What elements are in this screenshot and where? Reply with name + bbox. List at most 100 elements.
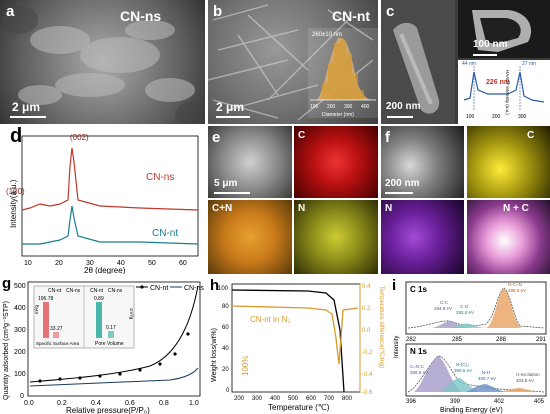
- value-label: 33.27: [50, 326, 63, 332]
- x-tick: 30: [86, 260, 94, 267]
- peak-name: C-C: [440, 300, 449, 305]
- peak-label: (100): [6, 187, 25, 196]
- y-tick: 300: [14, 327, 26, 334]
- series-cnnt-line: [29, 285, 199, 383]
- value-label: 196.78: [38, 296, 54, 302]
- x-tick: 20: [55, 260, 63, 267]
- legend: CN-nt CN-ns: [136, 285, 204, 292]
- value-label: 0.17: [106, 325, 116, 331]
- panel-i-xps-chart: C 1s i C-C 284.8 eV C-O 285.8 eV N-C=N 2…: [390, 278, 550, 414]
- tick: 300: [518, 114, 527, 120]
- map-label: C: [298, 130, 306, 141]
- plot-frame: [21, 135, 199, 257]
- x-tick: 700: [324, 396, 335, 402]
- x-tick: 500: [288, 396, 299, 402]
- chart-note: CN-nt in N₂: [250, 315, 290, 324]
- inset-title: Specific Surface Area: [36, 341, 80, 346]
- tem-map: [381, 126, 464, 198]
- y-axis-label: Intensity(a.u.): [9, 179, 18, 228]
- y-tick: 80: [222, 304, 229, 310]
- x-tick: 300: [252, 396, 263, 402]
- scale-bar: [10, 116, 46, 118]
- inset-xlabel: Diameter (nm): [322, 112, 354, 118]
- c1s-peak-co: [450, 323, 488, 328]
- c1s-envelope: [407, 287, 545, 329]
- inset-legend: CN-ns: [66, 288, 81, 294]
- panel-a-sem-image: a CN-ns 2 μm: [0, 0, 205, 124]
- x-tick: 50: [148, 260, 156, 267]
- panel-label: CN-nt: [332, 8, 371, 24]
- inset-tick: 300: [344, 104, 353, 110]
- inset-note: 260±10 nm: [312, 32, 342, 38]
- peak-energy: 399.6 eV: [454, 368, 472, 373]
- y2-axis-label: Temperature difference(℃/mg): [378, 286, 384, 368]
- y-tick: 400: [14, 305, 26, 312]
- legend-item: CN-nt: [150, 285, 168, 292]
- x-tick: 291: [536, 337, 547, 343]
- x-tick: 800: [342, 396, 353, 402]
- x-tick: 1.0: [189, 400, 199, 407]
- scale-bar: [387, 116, 413, 118]
- peak-name: N-C=N: [508, 282, 522, 287]
- n1s-frame: [405, 343, 547, 397]
- peak-energy: 284.8 eV: [434, 306, 452, 311]
- nitrogen-map: [294, 200, 378, 274]
- panel-letter: g: [2, 278, 11, 292]
- map-label: N + C: [503, 203, 529, 214]
- temperature-diff-line: [231, 305, 359, 365]
- scale-bar: [385, 192, 413, 194]
- peak-name: C-O: [460, 304, 469, 309]
- map-label: C: [527, 130, 535, 141]
- series-cnns-line: [21, 147, 199, 211]
- inset-unit: cm³/g: [129, 308, 134, 320]
- panel-letter: e: [212, 129, 221, 146]
- cnnt-markers: [38, 332, 190, 383]
- scale-label: 2 μm: [12, 100, 41, 114]
- y-tick: 20: [222, 367, 229, 373]
- series-label: CN-nt: [152, 228, 178, 239]
- x-tick: 399: [450, 399, 461, 405]
- plot-frame: [27, 281, 201, 397]
- y-axis-label: Intensity: [394, 336, 400, 358]
- inset-bar-chart: 196.78 33.27 0.89 0.17 CN-nt CN-ns CN-nt…: [33, 285, 135, 349]
- x-tick: 10: [24, 260, 32, 267]
- x-axis-label: Binding Energy (eV): [440, 407, 503, 414]
- n1s-label: N 1s: [410, 347, 427, 356]
- y2-tick: -0.6: [362, 390, 373, 396]
- x-tick: 0.2: [57, 400, 67, 407]
- scale-label: 2 μm: [216, 100, 245, 114]
- peak-energy: 403.5 eV: [516, 378, 534, 383]
- y-tick: 40: [222, 346, 229, 352]
- peak-name: N-H: [482, 370, 490, 375]
- tick: 200: [492, 114, 501, 120]
- x-tick: 60: [179, 260, 187, 267]
- y-axis-label: Quantity adsorbed (cm³g⁻¹STP): [3, 301, 10, 400]
- y2-tick: 0.4: [362, 284, 371, 290]
- y-tick: 60: [222, 325, 229, 331]
- y-tick: 0: [226, 388, 230, 394]
- haadf-profile-inset: 44 nm 27 nm 226 nm 100 200 300 HAADF int…: [458, 60, 550, 124]
- nanotube-texture: [208, 4, 374, 121]
- inset-tick: 200: [327, 104, 336, 110]
- bar-pv-cnns: [108, 331, 114, 338]
- panel-d-xrd-chart: d (002) (100) CN-ns CN-nt 10 20 30 40 50…: [0, 126, 205, 274]
- cn-map: [208, 200, 292, 274]
- y-tick: 0: [20, 393, 24, 400]
- x-axis-label: Relative pressure(P/P₀): [66, 406, 150, 414]
- scale-label: 200 nm: [385, 178, 420, 189]
- y-axis-label: Weight loss(wt%): [211, 328, 218, 382]
- map-label: N: [298, 203, 306, 214]
- n1s-peak-nh: [466, 384, 506, 392]
- x-tick: 282: [406, 337, 417, 343]
- sem-map: [208, 126, 292, 198]
- inset-legend: CN-nt: [48, 288, 62, 294]
- panel-letter: i: [392, 278, 396, 294]
- y2-tick: 0.0: [362, 328, 371, 334]
- y-tick: 200: [14, 349, 26, 356]
- inset-legend: CN-ns: [108, 288, 123, 294]
- panel-c-tem-image: 44 nm 27 nm 226 nm 100 200 300 HAADF int…: [381, 0, 550, 124]
- series-label: CN-ns: [146, 172, 174, 183]
- scale-label: 200 nm: [386, 101, 421, 112]
- x-tick: 0.6: [125, 400, 135, 407]
- c1s-frame: [405, 281, 547, 335]
